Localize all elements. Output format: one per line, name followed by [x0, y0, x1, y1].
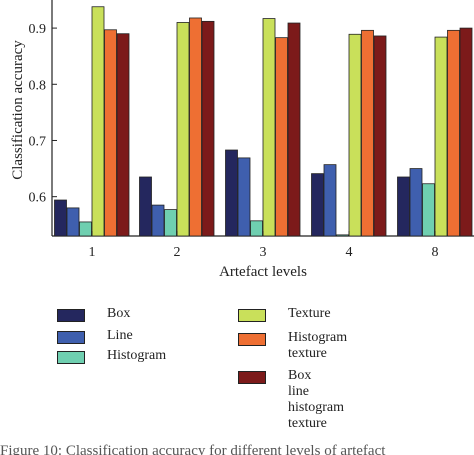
- bar: [348, 33, 362, 237]
- bar: [164, 209, 177, 237]
- y-tick-label: 0.6: [29, 191, 47, 206]
- bar: [79, 221, 92, 237]
- bar: [275, 37, 288, 237]
- figure-caption: Figure 10: Classification accuracy for d…: [0, 443, 386, 455]
- x-tick-label: 2: [174, 245, 181, 260]
- bar: [151, 204, 165, 237]
- y-tick-label: 0.8: [29, 78, 47, 93]
- legend-item: Box line histogram texture: [238, 368, 344, 432]
- x-tick-label: 4: [346, 245, 353, 260]
- legend-label: Box line histogram texture: [288, 368, 344, 431]
- bar: [397, 176, 410, 237]
- bar: [237, 157, 251, 237]
- bar: [104, 29, 117, 237]
- legend-swatch: [57, 351, 85, 364]
- bar: [176, 22, 190, 237]
- bar: [361, 29, 374, 237]
- bar: [54, 199, 67, 237]
- bar: [323, 164, 337, 237]
- legend-item: Texture: [238, 306, 331, 322]
- bar: [287, 22, 301, 237]
- legend-label: Histogram texture: [288, 330, 348, 361]
- legend-label: Histogram: [107, 348, 167, 363]
- bar: [434, 36, 448, 237]
- legend-swatch: [238, 371, 266, 384]
- x-tick-label: 1: [89, 245, 96, 260]
- bar: [201, 20, 215, 237]
- bar: [139, 176, 152, 237]
- bar: [409, 168, 423, 237]
- legend-item: Histogram: [57, 348, 166, 364]
- legend-item: Histogram texture: [238, 330, 347, 362]
- legend-swatch: [238, 333, 266, 346]
- legend-swatch: [238, 309, 266, 322]
- bar: [225, 149, 238, 237]
- x-tick-label: 8: [432, 245, 439, 260]
- bar: [116, 33, 130, 237]
- legend-label: Box: [107, 306, 131, 321]
- bar: [336, 234, 349, 237]
- bar: [373, 35, 387, 237]
- legend-swatch: [57, 331, 85, 344]
- legend-label: Texture: [288, 306, 331, 321]
- x-axis-title: Artefact levels: [219, 264, 307, 280]
- bar: [91, 6, 105, 237]
- y-axis-title: Classification accuracy: [10, 40, 26, 180]
- legend-item: Line: [57, 328, 133, 344]
- bar: [422, 183, 435, 237]
- bar: [447, 29, 460, 237]
- bar: [459, 27, 473, 237]
- legend-swatch: [57, 309, 85, 322]
- bar: [189, 17, 202, 237]
- y-tick-label: 0.7: [29, 134, 47, 149]
- bar: [311, 173, 324, 237]
- x-tick-label: 3: [260, 245, 267, 260]
- bar: [250, 220, 263, 237]
- legend-label: Line: [107, 328, 133, 343]
- y-tick-label: 0.9: [29, 22, 47, 37]
- bar: [262, 18, 276, 237]
- bar: [66, 207, 80, 237]
- legend-item: Box: [57, 306, 130, 322]
